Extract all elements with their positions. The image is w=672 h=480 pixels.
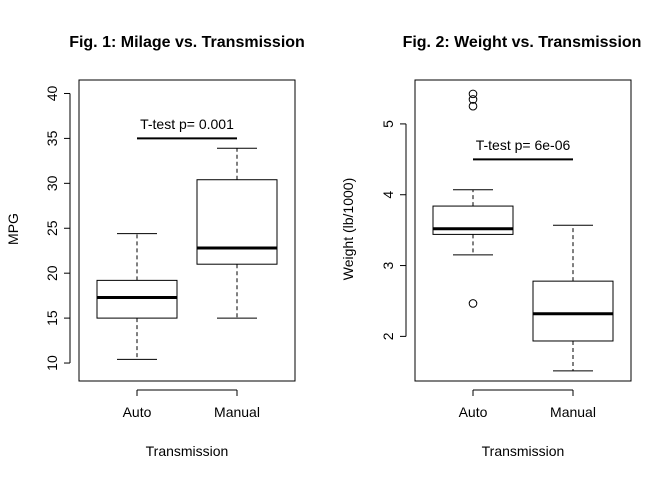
chart-2-x-axis-label: Transmission <box>482 443 565 459</box>
chart-1-title: Fig. 1: Milage vs. Transmission <box>69 34 305 51</box>
outlier-point <box>468 101 478 111</box>
y-tick-label: 4 <box>380 191 396 199</box>
ttest-label: T-test p= 0.001 <box>140 116 234 132</box>
y-tick-label: 40 <box>44 85 60 101</box>
box-manual <box>532 224 614 372</box>
plot-frame <box>78 79 296 382</box>
chart-1-y-axis-label: MPG <box>5 213 21 245</box>
box-manual <box>196 147 278 319</box>
chart-1-x-axis-label: Transmission <box>146 443 229 459</box>
chart-1-plot: 10 15 20 25 30 35 40 Auto Manual T-test p= 0.001 <box>44 79 296 420</box>
y-tick-label: 25 <box>44 220 60 236</box>
box-iqr <box>196 179 278 265</box>
chart-2-y-axis-label: Weight (lb/1000) <box>340 178 356 280</box>
x-tick-label: Manual <box>214 404 260 420</box>
outlier-point <box>468 89 478 99</box>
y-tick-label: 10 <box>44 355 60 371</box>
box-iqr <box>96 279 178 319</box>
box-auto <box>432 89 514 308</box>
outlier-point <box>468 95 478 104</box>
ttest-label: T-test p= 6e-06 <box>476 137 571 153</box>
x-tick-label: Auto <box>459 404 488 420</box>
box-iqr <box>532 280 614 342</box>
y-tick-label: 5 <box>380 120 396 128</box>
y-tick-label: 20 <box>44 265 60 281</box>
y-tick-label: 35 <box>44 130 60 146</box>
y-tick-label: 3 <box>380 261 396 269</box>
y-tick-label: 2 <box>380 332 396 340</box>
y-tick-label: 30 <box>44 175 60 191</box>
outlier-point <box>468 299 478 308</box>
x-tick-label: Manual <box>550 404 596 420</box>
x-tick-label: Auto <box>123 404 152 420</box>
chart-2-title: Fig. 2: Weight vs. Transmission <box>403 34 642 51</box>
chart-2-plot: 2 3 4 5 Auto Manual T-test p= 6e-06 <box>380 79 632 420</box>
box-auto <box>96 233 178 360</box>
plot-frame <box>414 79 632 382</box>
y-tick-label: 15 <box>44 310 60 326</box>
